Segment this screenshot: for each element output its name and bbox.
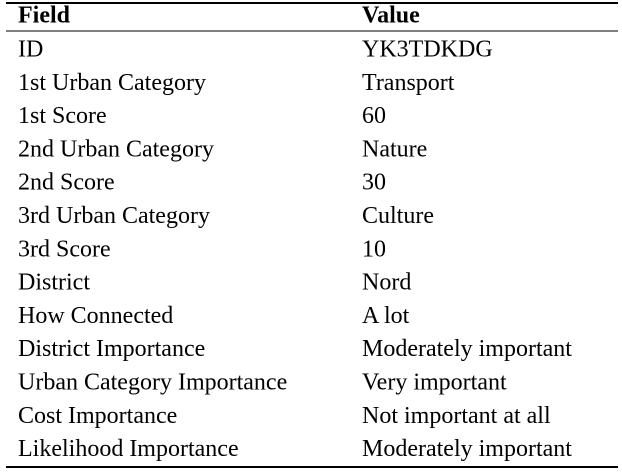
field-cell: 2nd Score: [18, 170, 115, 196]
field-cell: District Importance: [18, 336, 205, 362]
field-cell: 3rd Urban Category: [18, 203, 210, 229]
value-cell: Not important at all: [362, 403, 551, 429]
field-cell: How Connected: [18, 303, 173, 329]
field-cell: 1st Urban Category: [18, 70, 206, 96]
value-cell: 60: [362, 103, 386, 129]
value-cell: 10: [362, 236, 386, 262]
value-cell: Culture: [362, 203, 434, 229]
value-cell: 30: [362, 170, 386, 196]
field-cell: 2nd Urban Category: [18, 136, 214, 162]
header-cell: Field: [18, 3, 71, 29]
value-cell: Nord: [362, 270, 411, 296]
field-cell: Cost Importance: [18, 403, 177, 429]
field-cell: ID: [18, 37, 43, 63]
field-cell: Urban Category Importance: [18, 370, 287, 396]
value-cell: Moderately important: [362, 336, 572, 362]
value-cell: Very important: [362, 370, 507, 396]
value-cell: Transport: [362, 70, 455, 96]
header-cell: Value: [362, 3, 420, 29]
value-cell: Moderately important: [362, 436, 572, 462]
field-cell: 1st Score: [18, 103, 107, 129]
value-cell: Nature: [362, 136, 427, 162]
field-cell: District: [18, 270, 90, 296]
field-cell: 3rd Score: [18, 236, 111, 262]
field-cell: Likelihood Importance: [18, 436, 239, 462]
value-cell: A lot: [362, 303, 410, 329]
value-cell: YK3TDKDG: [362, 37, 493, 63]
